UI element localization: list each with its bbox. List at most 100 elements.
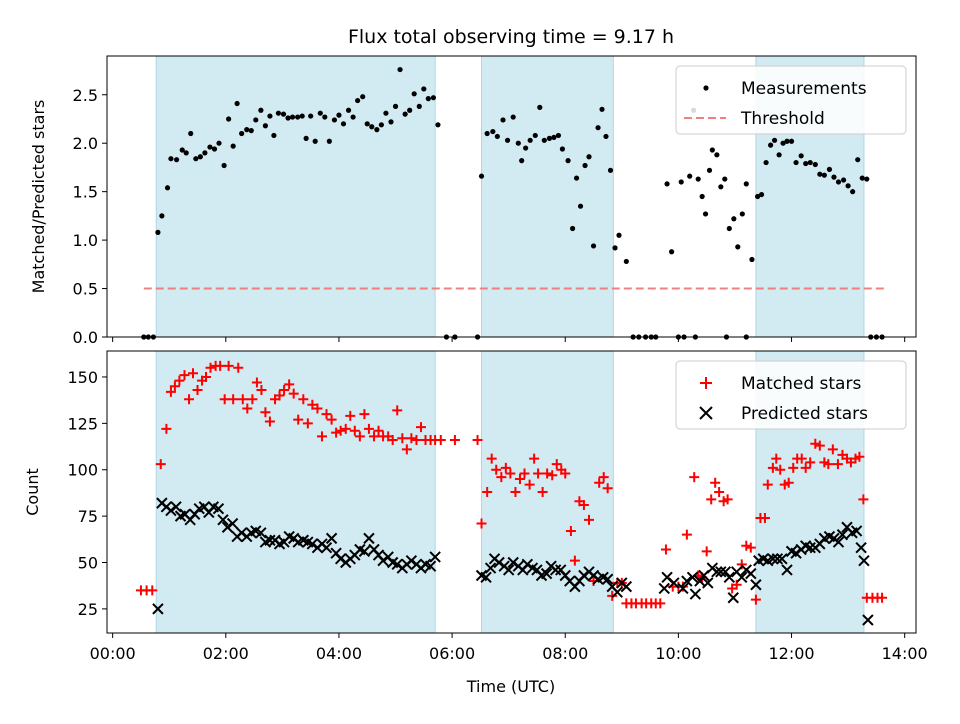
matched-point xyxy=(169,381,180,392)
matched-point xyxy=(529,453,540,464)
matched-point xyxy=(256,384,267,395)
measurement-point xyxy=(532,132,538,139)
matched-point xyxy=(449,435,460,446)
measurement-point xyxy=(771,137,778,143)
matched-point xyxy=(877,592,888,603)
measurement-point xyxy=(722,176,728,182)
measurement-point xyxy=(299,113,305,119)
measurement-point xyxy=(726,225,732,232)
measurement-point xyxy=(345,107,352,113)
measurement-point xyxy=(216,140,222,146)
measurement-point xyxy=(845,183,851,189)
measurement-point xyxy=(510,114,516,120)
measurement-point xyxy=(714,152,720,158)
matched-point xyxy=(762,479,773,490)
y-tick-label: 75 xyxy=(78,507,98,526)
predicted-point xyxy=(424,560,437,572)
predicted-point xyxy=(264,534,276,546)
predicted-point xyxy=(858,554,870,567)
measurement-point xyxy=(831,174,837,180)
measurement-point xyxy=(295,114,301,120)
measurement-point xyxy=(817,171,823,177)
matched-point xyxy=(274,390,285,401)
measurement-point xyxy=(706,167,713,173)
measurement-point xyxy=(244,127,250,133)
matched-point xyxy=(689,472,700,483)
matched-point xyxy=(706,494,717,505)
legend: Matched stars Predicted stars xyxy=(675,360,907,430)
legend-label: Predicted stars xyxy=(741,404,868,424)
matched-point xyxy=(560,468,571,479)
measurement-point xyxy=(239,130,245,137)
matched-point xyxy=(331,427,342,438)
observing-window-1 xyxy=(481,55,614,338)
measurement-point xyxy=(435,122,441,128)
matched-point xyxy=(496,472,507,483)
legend-marker xyxy=(703,85,709,91)
matched-point xyxy=(551,459,562,470)
legend-label: Matched stars xyxy=(741,374,861,394)
matched-point xyxy=(345,410,356,421)
matched-point xyxy=(500,462,511,473)
predicted-point xyxy=(320,541,333,554)
measurement-point xyxy=(336,112,342,118)
measurement-point xyxy=(207,144,213,150)
matched-point xyxy=(510,487,521,497)
matched-point xyxy=(677,581,688,592)
matched-point xyxy=(392,405,403,416)
measurement-point xyxy=(421,86,427,92)
predicted-point xyxy=(702,577,714,589)
measurement-point xyxy=(612,245,618,251)
measurement-point xyxy=(267,113,273,119)
measurement-point xyxy=(430,95,437,101)
predicted-point xyxy=(620,580,633,593)
x-tick-label: 14:00 xyxy=(882,644,928,663)
measurement-point xyxy=(271,132,277,139)
measurement-point xyxy=(669,249,675,255)
predicted-point xyxy=(745,567,757,580)
predicted-point xyxy=(255,527,267,539)
measurement-point xyxy=(812,161,818,168)
matched-point xyxy=(298,394,309,405)
matched-point xyxy=(858,494,869,505)
predicted-point xyxy=(212,502,225,515)
measurement-point xyxy=(411,91,417,97)
y-axis-label: Matched/Predicted stars xyxy=(29,100,48,294)
measurement-point xyxy=(607,167,614,173)
y-tick-label: 125 xyxy=(67,414,98,433)
predicted-point xyxy=(601,573,614,585)
measurement-point xyxy=(369,124,375,130)
measurement-point xyxy=(754,193,761,200)
measurement-point xyxy=(776,152,782,158)
measurement-point xyxy=(275,110,282,116)
observing-window-0 xyxy=(155,350,436,634)
predicted-point xyxy=(767,553,779,565)
measurement-point xyxy=(193,156,199,162)
matched-point xyxy=(565,525,576,536)
matched-point xyxy=(710,477,721,488)
matched-point xyxy=(854,451,865,462)
measurement-point xyxy=(226,116,232,122)
matched-point xyxy=(750,594,761,605)
measurement-point xyxy=(793,159,799,166)
matched-point xyxy=(783,477,794,488)
matched-point xyxy=(823,459,834,470)
measurement-point xyxy=(835,179,842,185)
measurement-point xyxy=(416,103,422,109)
measurement-point xyxy=(183,150,189,156)
measurement-point xyxy=(280,111,287,117)
predicted-point xyxy=(681,575,693,587)
predicted-point xyxy=(836,528,849,541)
matched-point xyxy=(179,370,190,381)
measurement-point xyxy=(840,177,847,183)
axes-frame xyxy=(106,350,917,634)
x-tick-label: 06:00 xyxy=(429,644,475,663)
measurement-point xyxy=(374,127,380,133)
measurement-point xyxy=(159,213,165,219)
matched-point xyxy=(326,414,337,425)
measurement-point xyxy=(595,125,601,131)
observing-window-0 xyxy=(155,55,436,338)
measurement-point xyxy=(164,185,171,191)
matched-point xyxy=(533,468,544,479)
matched-point xyxy=(578,499,589,510)
